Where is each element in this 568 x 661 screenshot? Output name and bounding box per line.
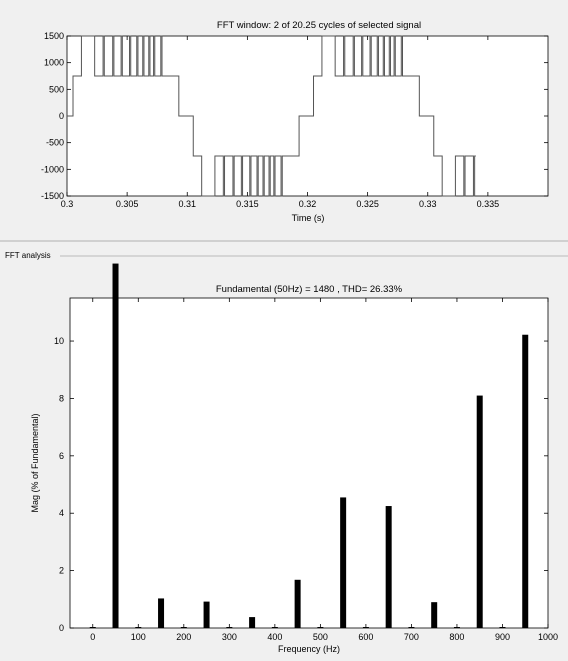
time-chart-y-ticks: 1500 1000 500 0 -500 -1000 -1500 [41,31,548,201]
fft-bar [249,617,256,628]
fft-x-tick-label: 700 [404,632,419,642]
time-x-tick-label: 0.335 [477,199,500,209]
fft-bar [340,497,347,628]
fft-x-tick-label: 0 [90,632,95,642]
fft-chart-x-label: Frequency (Hz) [278,644,340,654]
fft-y-tick-label: 4 [59,508,64,518]
fft-x-tick-label: 300 [222,632,237,642]
time-chart-series [67,35,476,197]
fft-x-tick-label: 900 [495,632,510,642]
fft-x-tick-label: 1000 [538,632,558,642]
fft-spectrum-chart: Fundamental (50Hz) = 1480 , THD= 26.33% … [30,263,558,654]
time-y-tick-label: 0 [59,111,64,121]
panel-label-bg [2,250,60,261]
time-x-tick-label: 0.3 [61,199,74,209]
fft-x-tick-label: 100 [131,632,146,642]
fft-bar [476,395,483,628]
fft-chart-plot-area [69,297,549,629]
time-chart-x-label: Time (s) [292,213,325,223]
time-y-tick-label: 500 [49,84,64,94]
time-domain-chart: FFT window: 2 of 20.25 cycles of selecte… [41,20,549,223]
time-x-tick-label: 0.32 [299,199,317,209]
fft-chart-title: Fundamental (50Hz) = 1480 , THD= 26.33% [216,284,403,295]
time-x-tick-label: 0.325 [356,199,379,209]
fft-y-tick-label: 10 [54,336,64,346]
time-chart-title: FFT window: 2 of 20.25 cycles of selecte… [217,20,421,31]
fft-y-tick-label: 2 [59,566,64,576]
time-y-tick-label: 1000 [44,58,64,68]
time-y-tick-label: -500 [46,138,64,148]
fft-bar [158,598,165,628]
fft-y-tick-label: 0 [59,623,64,633]
fft-y-tick-label: 8 [59,393,64,403]
fft-bar [203,601,210,628]
panel-label: FFT analysis [5,251,51,260]
fft-x-tick-label: 200 [176,632,191,642]
fft-bar [385,506,392,628]
fft-bar [294,579,301,628]
time-y-tick-label: -1000 [41,164,64,174]
fft-x-tick-label: 400 [267,632,282,642]
fft-x-tick-label: 800 [449,632,464,642]
time-y-tick-label: -1500 [41,191,64,201]
time-x-tick-label: 0.31 [178,199,196,209]
fft-chart-x-ticks: 0 100 200 300 400 500 600 700 800 900 1000 [90,298,558,642]
fft-chart-y-ticks: 0 2 4 6 8 10 [54,336,548,633]
fft-bar [522,334,529,628]
time-x-tick-label: 0.315 [236,199,259,209]
fft-x-tick-label: 500 [313,632,328,642]
fft-y-tick-label: 6 [59,451,64,461]
fft-bar [431,602,438,628]
time-x-tick-label: 0.33 [419,199,437,209]
fft-chart-bars [89,263,529,628]
time-y-tick-label: 1500 [44,31,64,41]
fft-bar [112,263,119,628]
fft-chart-y-label: Mag (% of Fundamental) [30,413,40,512]
time-x-tick-label: 0.305 [116,199,139,209]
time-chart-x-ticks: 0.3 0.305 0.31 0.315 0.32 0.325 0.33 0.335 [61,36,499,209]
fft-x-tick-label: 600 [358,632,373,642]
waveform-line [67,35,476,197]
